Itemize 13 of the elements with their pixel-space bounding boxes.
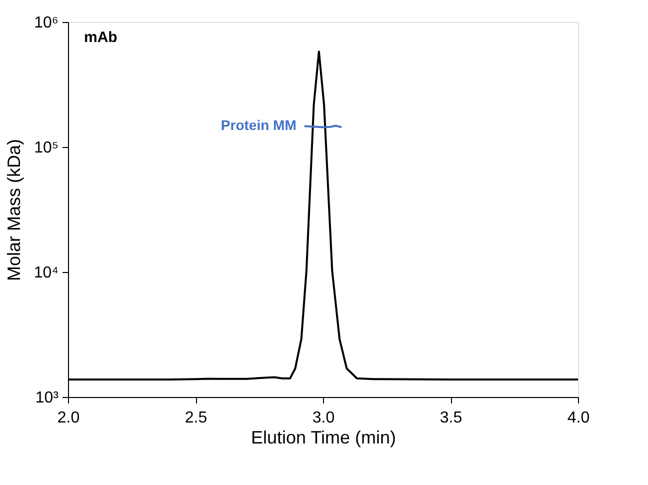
series-label: Protein MM — [220, 117, 296, 134]
x-tick-label: 3.0 — [312, 410, 335, 426]
annotation: mAb — [84, 29, 118, 46]
y-tick-label: 10⁶ — [34, 14, 58, 32]
y-axis-title: Molar Mass (kDa) — [4, 138, 24, 282]
x-tick-label: 3.5 — [440, 410, 462, 426]
x-tick-label: 4.0 — [567, 410, 590, 426]
y-tick-label: 10⁴ — [34, 264, 59, 282]
y-tick-label: 10⁵ — [34, 140, 58, 156]
x-tick-label: 2.5 — [184, 410, 208, 426]
x-tick-label: 2.0 — [57, 410, 80, 426]
y-tick-label: 10³ — [35, 390, 60, 406]
x-axis-title: Elution Time (min) — [250, 428, 396, 448]
